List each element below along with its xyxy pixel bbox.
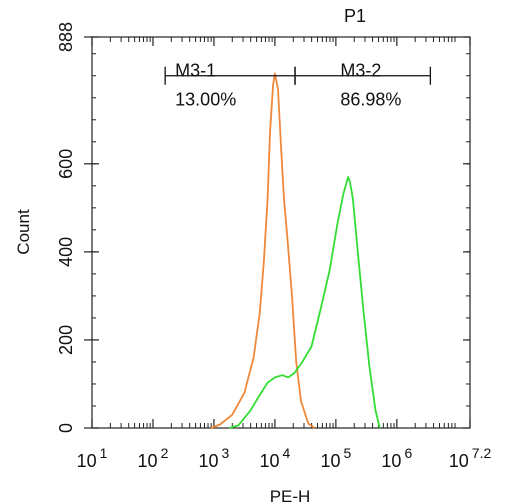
plot-frame [91,36,471,429]
x-tick-label: 10 3 [199,445,230,471]
y-tick-label: 888 [56,22,76,52]
chart-title: P1 [344,6,366,26]
histogram-series-2 [228,176,381,429]
y-tick-label: 200 [56,325,76,355]
x-axis-label: PE-H [270,487,311,504]
histogram-series-1 [210,72,316,429]
y-tick-label: 400 [56,237,76,267]
y-axis-label: Count [14,209,33,255]
x-tick-label: 10 5 [320,445,351,471]
series-layer [210,72,381,429]
marker-layer: M3-1 13.00% M3-2 86.98% [164,61,432,110]
y-tick-label: 0 [56,423,76,433]
plot-axes: 10 1 10 2 10 3 10 4 10 5 10 6 10 7.2 0 200 400 600 888 [56,22,491,471]
marker-label: M3-2 [340,61,381,81]
x-tick-label: 10 1 [77,445,108,471]
marker-percent: 13.00% [175,90,236,110]
x-tick-label: 10 4 [259,445,290,471]
x-tick-label: 10 6 [381,445,412,471]
y-tick-label: 600 [56,149,76,179]
marker-label: M3-1 [175,61,216,81]
x-tick-label: 10 7.2 [449,445,492,471]
x-tick-label: 10 2 [138,445,169,471]
marker-percent: 86.98% [340,90,401,110]
